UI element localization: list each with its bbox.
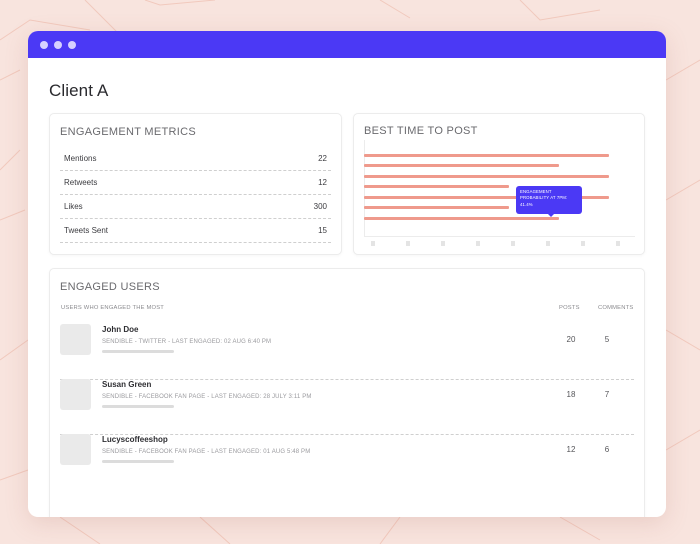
chart-x-tick <box>581 241 585 246</box>
window-titlebar <box>28 31 666 58</box>
chart-x-tick <box>511 241 515 246</box>
user-comments-count: 7 <box>604 390 610 399</box>
metric-value: 12 <box>318 178 327 187</box>
chart-x-axis <box>364 236 635 237</box>
metric-value: 15 <box>318 226 327 235</box>
chart-bar[interactable] <box>364 154 609 157</box>
chart-bar[interactable] <box>364 196 609 199</box>
metric-row: Mentions 22 <box>60 147 331 171</box>
browser-window: Client A ENGAGEMENT METRICS Mentions 22 … <box>28 31 666 517</box>
metric-label: Tweets Sent <box>64 226 109 235</box>
metric-row: Retweets 12 <box>60 171 331 195</box>
engagement-metrics-title: ENGAGEMENT METRICS <box>60 126 196 138</box>
user-row[interactable]: John Doe SENDIBLE - TWITTER - LAST ENGAG… <box>60 324 634 380</box>
metric-label: Retweets <box>64 178 98 187</box>
window-dot-icon[interactable] <box>40 40 48 49</box>
user-name[interactable]: Lucyscoffeeshop <box>102 435 168 444</box>
metric-list: Mentions 22 Retweets 12 Likes 300 Tweets… <box>60 147 331 243</box>
chart-bar[interactable] <box>364 164 559 167</box>
user-posts-count: 12 <box>566 445 576 454</box>
metric-value: 22 <box>318 154 327 163</box>
window-dot-icon[interactable] <box>68 40 76 49</box>
chart-x-tick <box>406 241 410 246</box>
avatar <box>60 324 91 355</box>
comments-column-header[interactable]: COMMENTS <box>598 305 634 311</box>
chart-x-tick <box>371 241 375 246</box>
user-comments-count: 6 <box>604 445 610 454</box>
best-time-title: BEST TIME TO POST <box>364 125 478 137</box>
user-posts-count: 20 <box>566 335 576 344</box>
metric-value: 300 <box>313 202 327 211</box>
chart-x-tick <box>441 241 445 246</box>
metric-label: Likes <box>64 202 83 211</box>
chart-bar[interactable] <box>364 206 509 209</box>
chart-x-tick <box>476 241 480 246</box>
tooltip-value: 41.4% <box>520 202 533 207</box>
metric-row: Likes 300 <box>60 195 331 219</box>
engaged-users-subtitle: USERS WHO ENGAGED THE MOST <box>61 305 165 311</box>
engaged-users-card: ENGAGED USERS USERS WHO ENGAGED THE MOST… <box>49 268 645 517</box>
user-posts-count: 18 <box>566 390 576 399</box>
avatar <box>60 434 91 465</box>
chart-tooltip: ENGAGEMENT PROBABILITY AT 7PM: 41.4% <box>516 186 582 217</box>
chart-bar[interactable] <box>364 175 609 178</box>
metric-row: Tweets Sent 15 <box>60 219 331 243</box>
user-comments-count: 5 <box>604 335 610 344</box>
user-row[interactable]: Lucyscoffeeshop SENDIBLE - FACEBOOK FAN … <box>60 434 634 490</box>
chart-x-tick <box>616 241 620 246</box>
chart-y-axis <box>364 140 365 236</box>
best-time-chart: ENGAGEMENT PROBABILITY AT 7PM: 41.4% <box>364 140 635 246</box>
tooltip-label: ENGAGEMENT PROBABILITY AT 7PM: <box>520 189 568 200</box>
user-meta: SENDIBLE - FACEBOOK FAN PAGE - LAST ENGA… <box>102 394 312 400</box>
posts-column-header[interactable]: POSTS <box>559 305 580 311</box>
user-row[interactable]: Susan Green SENDIBLE - FACEBOOK FAN PAGE… <box>60 379 634 435</box>
chart-bar[interactable] <box>364 217 559 220</box>
user-engagement-bar <box>102 460 174 463</box>
engagement-metrics-card: ENGAGEMENT METRICS Mentions 22 Retweets … <box>49 113 342 255</box>
window-dot-icon[interactable] <box>54 40 62 49</box>
user-meta: SENDIBLE - TWITTER - LAST ENGAGED: 02 AU… <box>102 339 272 345</box>
user-engagement-bar <box>102 405 174 408</box>
chart-x-tick <box>546 241 550 246</box>
metric-label: Mentions <box>64 154 97 163</box>
page-title: Client A <box>49 81 109 100</box>
chart-bar[interactable] <box>364 185 509 188</box>
avatar <box>60 379 91 410</box>
user-name[interactable]: Susan Green <box>102 380 152 389</box>
user-name[interactable]: John Doe <box>102 325 139 334</box>
best-time-card: BEST TIME TO POST ENGAGEMENT PROBABILITY… <box>353 113 645 255</box>
user-engagement-bar <box>102 350 174 353</box>
engaged-users-title: ENGAGED USERS <box>60 281 160 293</box>
user-meta: SENDIBLE - FACEBOOK FAN PAGE - LAST ENGA… <box>102 449 311 455</box>
